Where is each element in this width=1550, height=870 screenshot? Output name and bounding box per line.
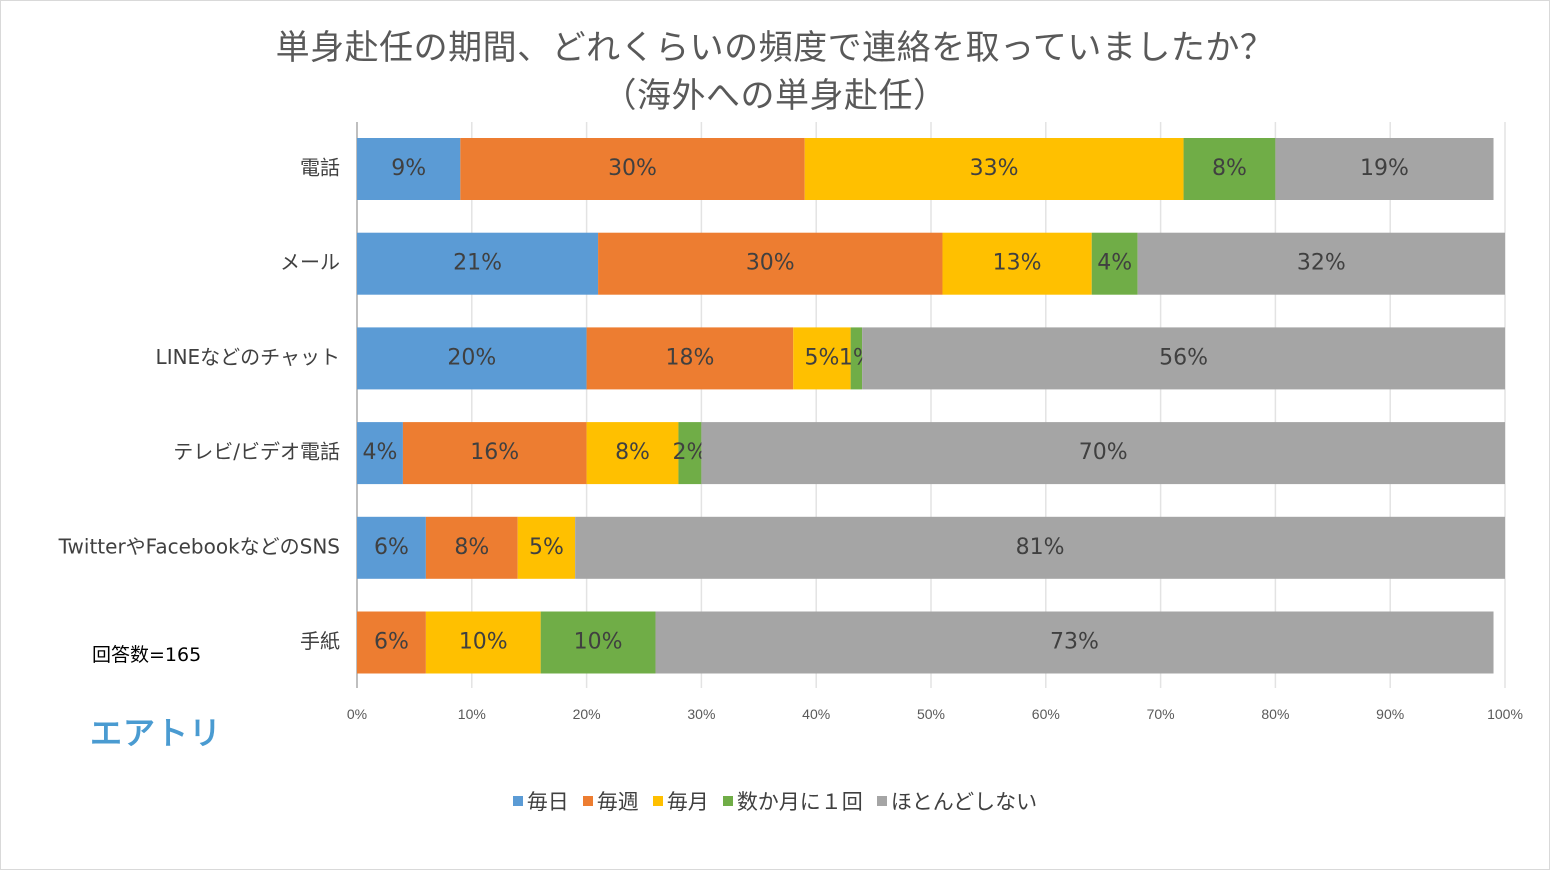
data-label: 18% <box>665 345 714 370</box>
data-label: 56% <box>1159 345 1208 370</box>
legend-label: 毎週 <box>596 790 639 814</box>
legend-label: ほとんどしない <box>890 790 1038 814</box>
x-tick-label: 70% <box>1147 706 1175 722</box>
bar-segment <box>862 327 1505 390</box>
x-tick-label: 50% <box>917 706 945 722</box>
x-tick-label: 90% <box>1376 706 1404 722</box>
legend-item: ほとんどしない <box>876 786 1038 816</box>
bar-segment <box>357 422 403 485</box>
legend-label: 毎日 <box>526 790 569 814</box>
bar-segment <box>517 516 576 579</box>
x-tick-label: 0% <box>347 706 367 722</box>
x-tick-label: 80% <box>1261 706 1289 722</box>
legend-label: 数か月に１回 <box>736 790 863 814</box>
data-label: 4% <box>363 440 398 465</box>
category-label: メール <box>280 250 340 274</box>
data-label: 20% <box>447 345 496 370</box>
data-label: 6% <box>374 630 409 655</box>
legend-item: 毎日 <box>512 786 569 816</box>
legend-swatch <box>652 796 663 806</box>
data-label: 8% <box>615 440 650 465</box>
data-label: 32% <box>1297 251 1346 276</box>
legend-swatch <box>876 796 887 806</box>
data-label: 9% <box>391 156 426 181</box>
legend: 毎日 毎週 毎月 数か月に１回 ほとんどしない <box>0 786 1550 816</box>
bar-segment <box>586 422 679 485</box>
bar-segment <box>1091 232 1138 295</box>
chart-title: 単身赴任の期間、どれくらいの頻度で連絡を取っていましたか？ <box>275 28 1275 68</box>
bar-segment <box>1137 232 1505 295</box>
legend-swatch <box>722 796 733 806</box>
data-label: 5% <box>804 345 839 370</box>
bar-segment <box>425 611 541 674</box>
x-tick-label: 100% <box>1487 706 1523 722</box>
data-label: 8% <box>454 535 489 560</box>
data-label: 16% <box>470 440 519 465</box>
bar-segment <box>793 327 851 390</box>
legend-item: 毎週 <box>582 786 639 816</box>
bar-segment <box>655 611 1494 674</box>
legend-swatch <box>512 796 523 806</box>
bar-segment <box>357 611 426 674</box>
response-count-note: 回答数=165 <box>92 644 202 666</box>
bar-segment <box>678 422 702 485</box>
data-label: 70% <box>1079 440 1128 465</box>
data-label: 73% <box>1050 630 1099 655</box>
data-label: 5% <box>529 535 564 560</box>
data-label: 10% <box>574 630 623 655</box>
data-label: 10% <box>459 630 508 655</box>
bar-segment <box>357 516 426 579</box>
category-label: LINEなどのチャット <box>156 345 340 369</box>
bar-segment <box>1275 138 1494 200</box>
bar-segment <box>804 138 1184 200</box>
bar-segment <box>850 327 863 390</box>
brand-logo: エアトリ <box>90 714 223 752</box>
bar-segment <box>460 138 805 200</box>
x-tick-label: 10% <box>458 706 486 722</box>
data-label: 4% <box>1097 251 1132 276</box>
bar-segment <box>357 327 587 390</box>
data-label: 6% <box>374 535 409 560</box>
bar-segment <box>402 422 587 485</box>
data-label: 8% <box>1212 156 1247 181</box>
bar-segment <box>598 232 943 295</box>
category-label: 手紙 <box>300 629 340 653</box>
bar-segment <box>1183 138 1276 200</box>
data-label: 30% <box>608 156 657 181</box>
bar-segment <box>701 422 1505 485</box>
data-label: 30% <box>746 251 795 276</box>
bar-segment <box>425 516 518 579</box>
x-tick-label: 20% <box>573 706 601 722</box>
bar-segment <box>575 516 1505 579</box>
data-label: 33% <box>970 156 1019 181</box>
legend-item: 数か月に１回 <box>722 786 863 816</box>
category-label: TwitterやFacebookなどのSNS <box>58 534 340 558</box>
x-tick-label: 40% <box>802 706 830 722</box>
data-label: 81% <box>1016 535 1065 560</box>
x-tick-label: 60% <box>1032 706 1060 722</box>
chart-subtitle: （海外への単身赴任） <box>602 76 948 116</box>
bar-segment <box>357 232 599 295</box>
legend-label: 毎月 <box>666 790 709 814</box>
data-label: 13% <box>993 251 1042 276</box>
bar-segment <box>942 232 1092 295</box>
bar-segment <box>357 138 461 200</box>
x-tick-label: 30% <box>687 706 715 722</box>
data-label: 19% <box>1360 156 1409 181</box>
category-label: テレビ/ビデオ電話 <box>173 440 340 464</box>
category-label: 電話 <box>300 156 340 180</box>
legend-item: 毎月 <box>652 786 709 816</box>
bar-segment <box>586 327 794 390</box>
bar-segment <box>540 611 656 674</box>
legend-swatch <box>582 796 593 806</box>
data-label: 21% <box>453 251 502 276</box>
